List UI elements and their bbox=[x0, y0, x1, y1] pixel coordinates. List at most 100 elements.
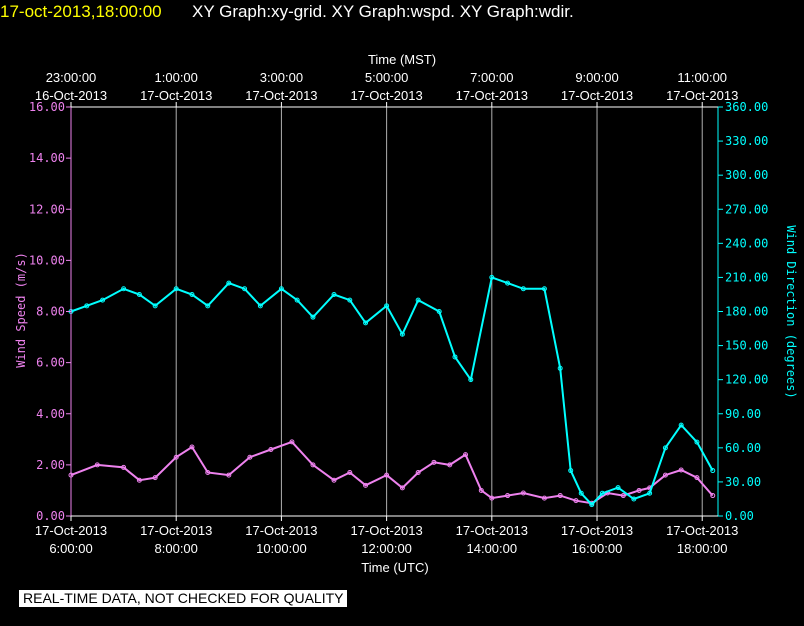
series-point-0 bbox=[152, 475, 158, 481]
timestamp-label: 17-oct-2013,18:00:00 bbox=[0, 2, 162, 21]
series-point-0 bbox=[289, 439, 295, 445]
series-point-1 bbox=[257, 303, 263, 309]
plot-area: 0.00 2.00 4.00 6.00 8.00 10.00 12.00 14.00 16.00… bbox=[29, 70, 768, 556]
series-point-1 bbox=[436, 309, 442, 314]
series-point-1 bbox=[363, 320, 369, 326]
x-tick-label-bottom-date: 17-Oct-2013 bbox=[245, 523, 317, 538]
y-axis-title-left: Wind Speed (m/s) bbox=[14, 252, 28, 368]
series-point-0 bbox=[447, 462, 453, 468]
x-tick-label-top-date: 17-Oct-2013 bbox=[245, 88, 317, 103]
y-tick-label-left: 10.00 bbox=[29, 253, 65, 267]
x-tick-label-top-time: 1:00:00 bbox=[155, 70, 198, 85]
y-tick-label-right: 240.00 bbox=[725, 236, 768, 250]
series-point-0 bbox=[173, 454, 179, 460]
series-point-1 bbox=[599, 490, 605, 496]
y-tick-label-left: 6.00 bbox=[36, 356, 65, 370]
series-point-1 bbox=[647, 490, 653, 496]
y-tick-label-left: 8.00 bbox=[36, 305, 65, 319]
x-tick-label-top-date: 17-Oct-2013 bbox=[350, 88, 422, 103]
x-tick-label-bottom-date: 17-Oct-2013 bbox=[140, 523, 212, 538]
series-point-0 bbox=[331, 477, 337, 483]
series-point-1 bbox=[615, 485, 621, 491]
series-point-0 bbox=[694, 475, 700, 481]
x-tick-label-top-time: 11:00:00 bbox=[677, 70, 727, 85]
series-point-0 bbox=[520, 490, 526, 496]
series-point-1 bbox=[100, 297, 106, 303]
x-tick-label-bottom-time: 18:00:00 bbox=[677, 541, 728, 556]
series-point-0 bbox=[347, 470, 353, 476]
y-tick-label-right: 330.00 bbox=[725, 134, 768, 148]
series-point-1 bbox=[331, 291, 337, 297]
series-point-1 bbox=[694, 439, 700, 445]
series-point-1 bbox=[152, 303, 158, 309]
series-point-1 bbox=[205, 303, 211, 309]
y-tick-label-right: 180.00 bbox=[725, 305, 768, 319]
series-point-0 bbox=[205, 470, 211, 476]
series-point-1 bbox=[399, 331, 405, 337]
series-point-1 bbox=[189, 291, 195, 297]
series-point-1 bbox=[452, 354, 458, 360]
series-point-0 bbox=[463, 452, 469, 458]
y-tick-label-right: 270.00 bbox=[725, 202, 768, 216]
series-point-1 bbox=[121, 286, 127, 292]
y-tick-label-right: 30.00 bbox=[725, 475, 761, 489]
x-tick-label-bottom-date: 17-Oct-2013 bbox=[561, 523, 633, 538]
series-point-1 bbox=[678, 422, 684, 428]
series-point-1 bbox=[631, 496, 637, 502]
series-point-1 bbox=[347, 297, 353, 303]
series-point-0 bbox=[557, 493, 563, 499]
y-tick-label-right: 90.00 bbox=[725, 407, 761, 421]
series-point-1 bbox=[710, 468, 716, 474]
series-line-0 bbox=[70, 440, 714, 505]
y-tick-label-right: 60.00 bbox=[725, 441, 761, 455]
series-point-0 bbox=[415, 470, 421, 476]
series-point-1 bbox=[310, 314, 316, 320]
series-point-1 bbox=[662, 445, 668, 451]
series-point-0 bbox=[620, 493, 626, 499]
series-point-0 bbox=[478, 487, 484, 493]
series-point-1 bbox=[541, 286, 547, 292]
series-point-1 bbox=[136, 291, 142, 297]
y-tick-label-left: 14.00 bbox=[29, 151, 65, 165]
x-tick-label-bottom-date: 17-Oct-2013 bbox=[456, 523, 528, 538]
x-tick-label-top-date: 17-Oct-2013 bbox=[666, 88, 738, 103]
series-point-1 bbox=[578, 490, 584, 496]
series-point-1 bbox=[242, 286, 248, 292]
y-axis-title-right: Wind Direction (degrees) bbox=[784, 225, 798, 398]
y-tick-label-right: 120.00 bbox=[725, 373, 768, 387]
x-tick-label-top-date: 17-Oct-2013 bbox=[561, 88, 633, 103]
x-tick-label-top-date: 16-Oct-2013 bbox=[35, 88, 107, 103]
series-point-0 bbox=[541, 495, 547, 501]
y-tick-label-right: 210.00 bbox=[725, 270, 768, 284]
series-point-1 bbox=[589, 502, 595, 508]
x-axis-title-bottom: Time (UTC) bbox=[361, 560, 428, 575]
x-tick-label-top-time: 7:00:00 bbox=[470, 70, 513, 85]
y-tick-label-right: 0.00 bbox=[725, 509, 754, 523]
series-point-0 bbox=[121, 464, 127, 470]
series-point-0 bbox=[489, 495, 495, 501]
series-point-1 bbox=[84, 303, 90, 309]
series-point-0 bbox=[247, 454, 253, 460]
x-tick-label-bottom-time: 6:00:00 bbox=[49, 541, 92, 556]
series-point-0 bbox=[431, 459, 437, 465]
graph-title: XY Graph:xy-grid. XY Graph:wspd. XY Grap… bbox=[192, 2, 574, 21]
series-point-0 bbox=[573, 498, 579, 504]
series-point-0 bbox=[384, 472, 390, 478]
series-point-1 bbox=[384, 303, 390, 309]
series-point-1 bbox=[568, 468, 574, 474]
x-tick-label-bottom-time: 8:00:00 bbox=[155, 541, 198, 556]
x-tick-label-top-date: 17-Oct-2013 bbox=[456, 88, 528, 103]
x-tick-label-bottom-time: 16:00:00 bbox=[572, 541, 623, 556]
series-point-1 bbox=[226, 280, 232, 286]
x-tick-label-top-time: 9:00:00 bbox=[575, 70, 618, 85]
x-tick-label-top-time: 5:00:00 bbox=[365, 70, 408, 85]
series-point-1 bbox=[173, 286, 179, 292]
series-point-1 bbox=[278, 286, 284, 292]
series-point-0 bbox=[94, 462, 100, 468]
series-point-0 bbox=[710, 493, 716, 499]
series-point-0 bbox=[505, 493, 511, 499]
x-tick-label-top-time: 3:00:00 bbox=[260, 70, 303, 85]
series-point-0 bbox=[678, 467, 684, 473]
series-point-0 bbox=[363, 482, 369, 488]
